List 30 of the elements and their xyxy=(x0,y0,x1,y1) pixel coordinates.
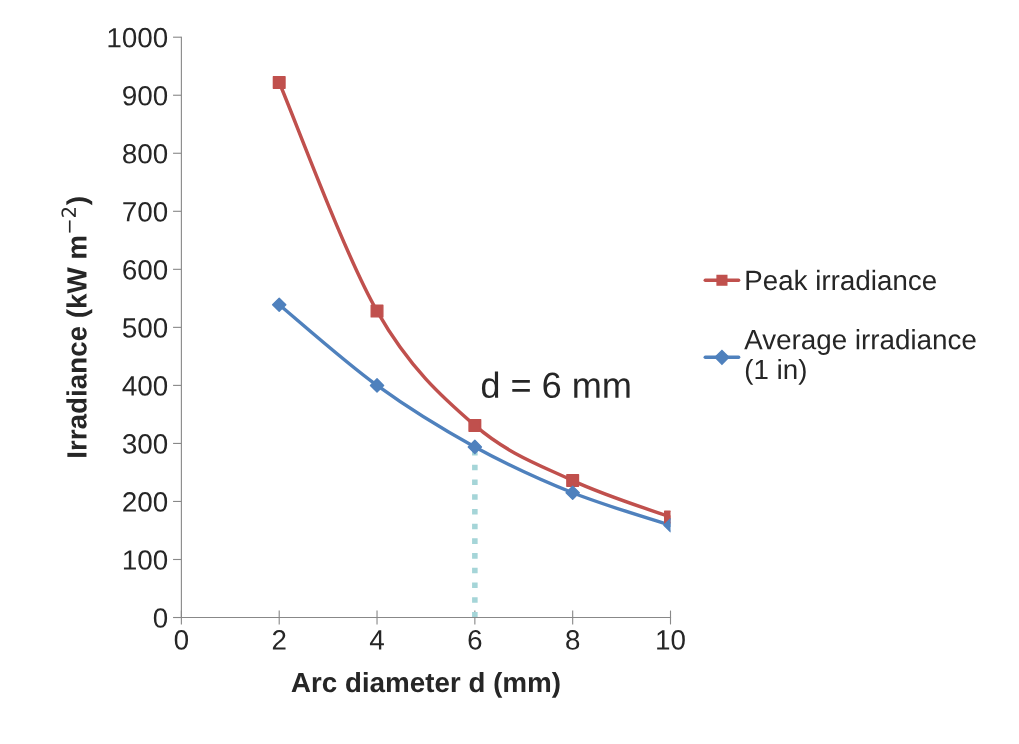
point xyxy=(271,297,287,313)
y-tick-label: 500 xyxy=(122,318,168,338)
y-tick-label: 400 xyxy=(122,376,168,396)
y-tick-label: 1000 xyxy=(108,27,168,48)
y-tick-label: 0 xyxy=(153,608,168,628)
y-tick-label: 800 xyxy=(123,143,168,164)
y-tick-label: 600 xyxy=(123,260,168,280)
point xyxy=(370,304,384,318)
x-tick-label: 0 xyxy=(174,630,189,650)
y-tick-label: 700 xyxy=(123,201,168,222)
x-tick-label: 4 xyxy=(369,630,384,650)
x-tick-label: 6 xyxy=(468,630,482,650)
y-tick-label: 100 xyxy=(123,550,168,570)
x-tick-label: 2 xyxy=(272,630,286,650)
x-axis-title: Arc diameter d (mm) xyxy=(291,671,560,698)
legend-label: Peak irradiance xyxy=(746,269,936,291)
point xyxy=(369,378,385,393)
point xyxy=(467,439,483,455)
y-tick-label: 300 xyxy=(122,434,168,454)
x-tick-label: 10 xyxy=(657,630,685,650)
y-tick-label: 900 xyxy=(123,85,168,106)
point xyxy=(566,474,580,488)
point xyxy=(565,485,580,501)
x-tick-label: 8 xyxy=(566,630,580,650)
ref-line-label: d = 6 mm xyxy=(481,371,630,399)
point xyxy=(272,75,286,89)
legend-label: Average irradiance (1 in) xyxy=(744,329,976,385)
point xyxy=(468,418,482,432)
y-tick-label: 200 xyxy=(123,492,168,512)
y-axis-title: Irradiance (kW m$^{−2}$) xyxy=(61,197,93,457)
